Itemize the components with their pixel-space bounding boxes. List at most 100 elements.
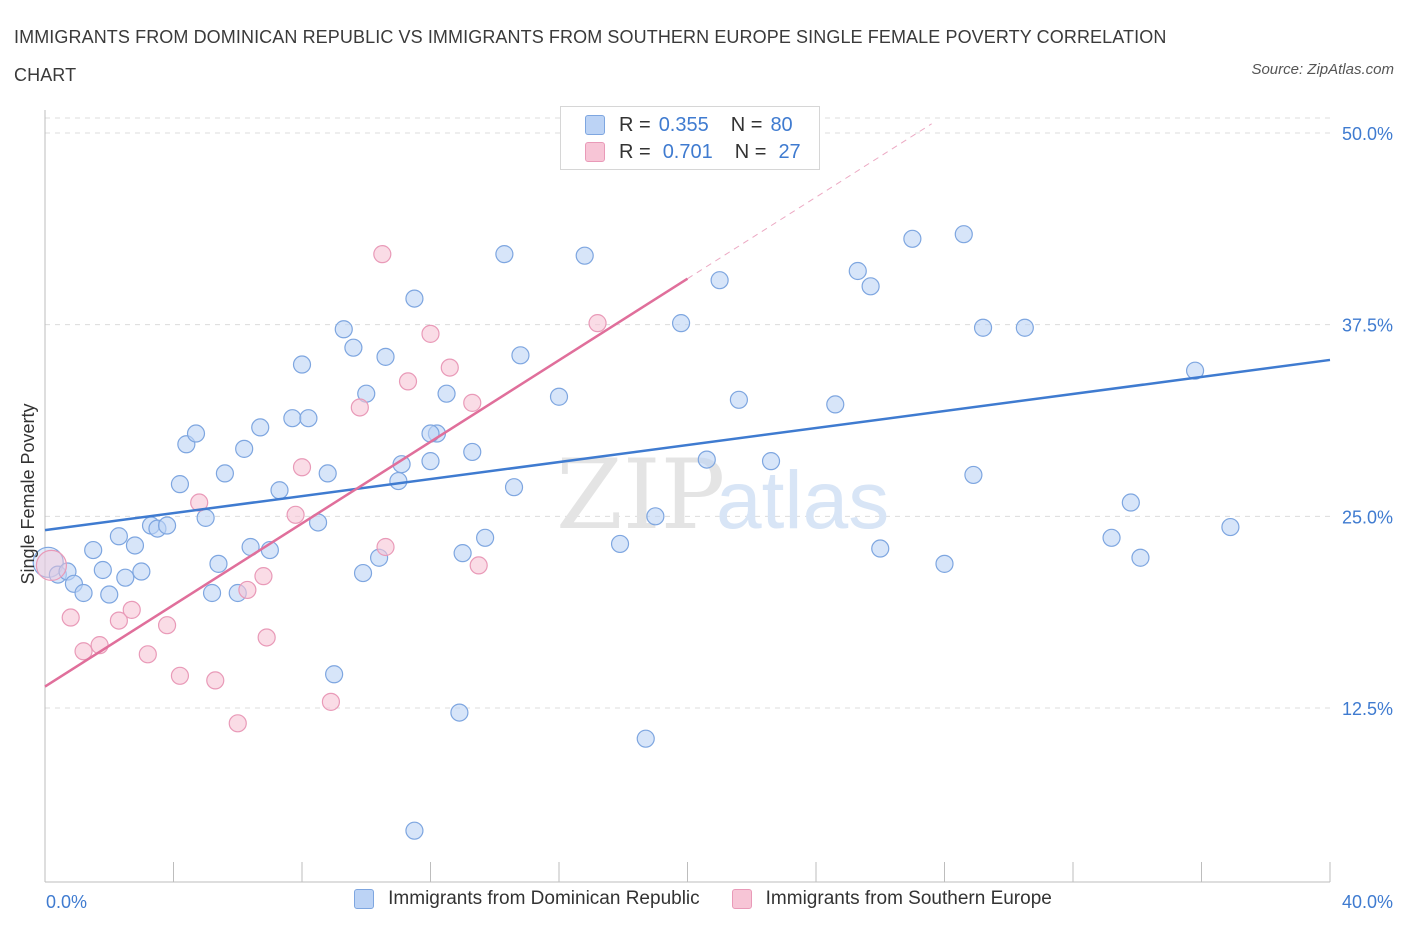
grid-lines [45,117,1330,709]
point-dominican [125,536,145,555]
point-dominican [405,821,424,840]
legend-n-value: 80 [770,113,793,136]
point-dominican [973,318,993,337]
point-dominican [209,554,228,573]
point-dominican [871,539,890,558]
point-dominican [93,560,112,580]
point-dominican [848,261,867,281]
point-dominican [292,355,312,374]
point-dominican [710,271,729,290]
point-dominican [1131,548,1150,567]
trend-line-dominican [44,358,1331,532]
point-dominican [437,384,456,403]
data-points [32,225,1240,840]
point-dominican [353,563,373,583]
legend-row-dominican: R = 0.355 N = 80 [585,112,793,138]
point-dominican [74,583,93,603]
legend-item-dominican: Immigrants from Dominican Republic [354,888,700,910]
y-tick-label: 25.0% [1342,507,1393,527]
point-dominican [376,347,395,366]
legend-r-label: R = [619,113,651,136]
point-dominican [450,703,469,722]
y-tick-label: 37.5% [1342,316,1393,336]
point-southern-europe [238,580,257,600]
point-dominican [1121,493,1140,512]
point-dominican [170,475,190,494]
tick-labels: 12.5% 25.0% 37.5% 50.0% 0.0% 40.0% [46,124,1393,912]
point-dominican [215,464,234,483]
point-southern-europe [74,642,93,661]
point-dominican [729,390,749,409]
legend-swatch-blue [585,115,605,135]
point-dominican [610,534,630,554]
point-southern-europe [463,393,482,412]
legend-label-southern-europe: Immigrants from Southern Europe [765,888,1052,909]
point-dominican [495,245,514,264]
point-southern-europe [440,358,459,377]
point-southern-europe [61,608,80,627]
source-label: Source: ZipAtlas.com [1251,61,1394,78]
point-southern-europe [138,645,157,664]
point-dominican [405,289,424,308]
point-dominican [132,562,151,581]
point-dominican [511,346,530,365]
point-dominican [504,478,524,497]
point-southern-europe [398,372,418,391]
point-southern-europe [157,616,177,635]
point-dominican [251,418,270,437]
x-tick-label: 0.0% [46,892,87,912]
point-southern-europe [469,556,488,575]
legend-item-southern-europe: Immigrants from Southern Europe [731,888,1052,910]
axes [44,110,1331,883]
legend-n-value: 27 [778,140,801,163]
trend-line-southern-europe [44,277,689,688]
y-tick-label: 12.5% [1342,699,1393,719]
legend-swatch-blue [354,889,375,909]
point-dominican [1221,517,1240,537]
series-legend: Immigrants from Dominican Republic Immig… [0,888,1406,910]
point-dominican [646,507,665,526]
point-dominican [671,314,691,333]
point-dominican [421,452,440,471]
point-dominican [463,442,482,462]
legend-swatch-pink [731,889,752,909]
point-southern-europe [257,628,276,647]
point-dominican [344,338,363,357]
y-axis-label: Single Female Poverty [18,403,38,584]
point-dominican [109,527,128,546]
trend-extension-southern-europe [687,123,932,280]
point-southern-europe [170,666,190,685]
point-dominican [761,452,781,471]
point-dominican [549,387,569,406]
point-southern-europe [588,314,607,333]
point-dominican [389,471,408,491]
chart-title: IMMIGRANTS FROM DOMINICAN REPUBLIC VS IM… [14,27,1167,85]
legend-swatch-pink [585,142,605,162]
point-dominican [861,277,880,296]
legend-r-label: R = [619,140,651,163]
legend-row-southern-europe: R = 0.701 N = 27 [585,139,801,165]
point-dominican [270,481,289,500]
point-southern-europe [254,567,273,586]
point-dominican [697,450,716,469]
point-southern-europe [286,505,305,524]
point-southern-europe [206,671,225,690]
point-dominican [186,424,206,443]
legend-n-label: N = [734,140,767,163]
y-tick-label: 50.0% [1342,124,1393,144]
point-southern-europe [350,398,369,417]
point-dominican [157,516,177,535]
point-dominican [954,225,973,244]
point-southern-europe [35,549,68,582]
point-dominican [826,395,845,414]
legend-label-dominican: Immigrants from Dominican Republic [388,888,700,909]
point-southern-europe [122,600,141,619]
point-southern-europe [190,493,209,512]
point-dominican [283,409,302,428]
point-southern-europe [109,611,128,630]
x-tick-label: 40.0% [1342,892,1393,912]
point-southern-europe [228,714,247,733]
point-dominican [235,439,254,458]
point-dominican [1102,528,1121,547]
